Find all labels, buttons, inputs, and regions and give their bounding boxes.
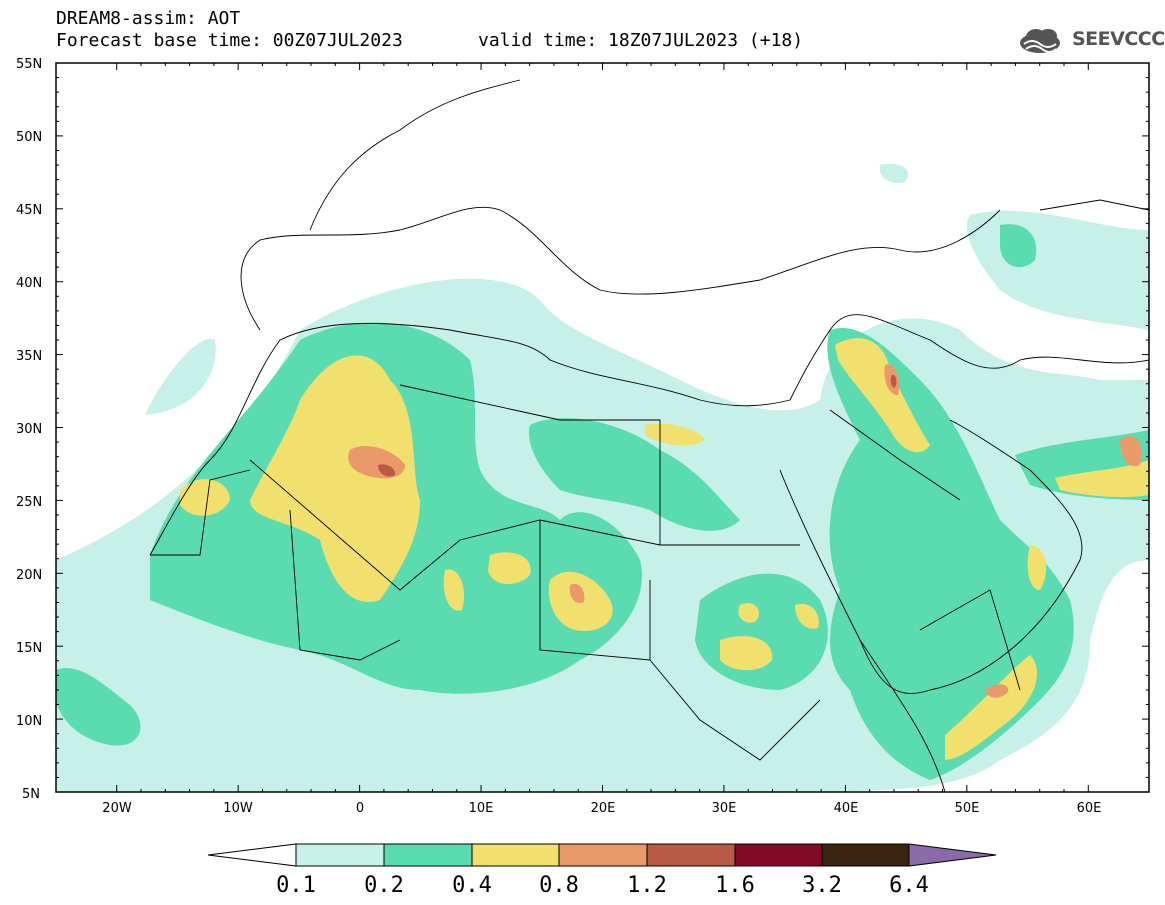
colorbar-segment — [646, 843, 736, 867]
lon-label: 50E — [955, 801, 980, 816]
colorbar-label: 1.2 — [627, 873, 667, 898]
coastlines — [149, 79, 1149, 792]
lat-label: 30N — [16, 422, 42, 437]
lon-label: 10E — [469, 801, 494, 816]
lat-label: 5N — [22, 787, 40, 802]
colorbar — [207, 843, 997, 867]
colorbar-segment — [734, 843, 823, 867]
colorbar-label: 3.2 — [802, 873, 842, 898]
cloud-icon — [1020, 29, 1060, 53]
lon-label: 0 — [356, 801, 364, 816]
colorbar-label: 0.1 — [276, 873, 316, 898]
colorbar-labels: 0.1 0.2 0.4 0.8 1.2 1.6 3.2 6.4 — [276, 873, 929, 898]
lon-label: 40E — [834, 801, 859, 816]
lat-label: 45N — [16, 203, 42, 218]
lon-label: 10W — [223, 801, 253, 816]
lat-label: 20N — [16, 568, 42, 583]
aot-level-0.4 — [180, 338, 1149, 760]
lon-labels: 20W 10W 0 10E 20E 30E 40E 50E 60E — [102, 801, 1101, 816]
lat-label: 50N — [16, 130, 42, 145]
lat-label: 35N — [16, 349, 42, 364]
lat-label: 25N — [16, 495, 42, 510]
lon-label: 20E — [591, 801, 616, 816]
colorbar-left-arrow — [207, 843, 297, 867]
colorbar-label: 1.6 — [715, 873, 755, 898]
colorbar-segment — [558, 843, 648, 867]
map-title: DREAM8-assim: AOT — [56, 8, 241, 29]
aot-level-1.2 — [378, 374, 897, 477]
lat-label: 55N — [16, 57, 42, 72]
forecast-base-time: Forecast base time: 00Z07JUL2023 — [56, 30, 403, 51]
colorbar-label: 0.4 — [452, 873, 492, 898]
lat-label: 40N — [16, 276, 42, 291]
lat-labels: 55N 50N 45N 40N 35N 30N 25N 20N 15N 10N … — [16, 57, 42, 802]
colorbar-segment — [295, 843, 385, 867]
valid-time: valid time: 18Z07JUL2023 (+18) — [478, 30, 804, 51]
lat-label: 15N — [16, 641, 42, 656]
colorbar-label: 6.4 — [889, 873, 929, 898]
colorbar-segment — [471, 843, 560, 867]
colorbar-right-arrow — [908, 843, 997, 867]
colorbar-label: 0.8 — [539, 873, 579, 898]
lon-label: 60E — [1077, 801, 1102, 816]
lon-label: 30E — [712, 801, 737, 816]
colorbar-segment — [383, 843, 473, 867]
colorbar-label: 0.2 — [364, 873, 404, 898]
map-frame — [55, 62, 1150, 793]
lat-label: 10N — [16, 714, 42, 729]
lon-label: 20W — [102, 801, 132, 816]
logo-text: SEEVCCC — [1072, 28, 1165, 50]
colorbar-segment — [821, 843, 910, 867]
